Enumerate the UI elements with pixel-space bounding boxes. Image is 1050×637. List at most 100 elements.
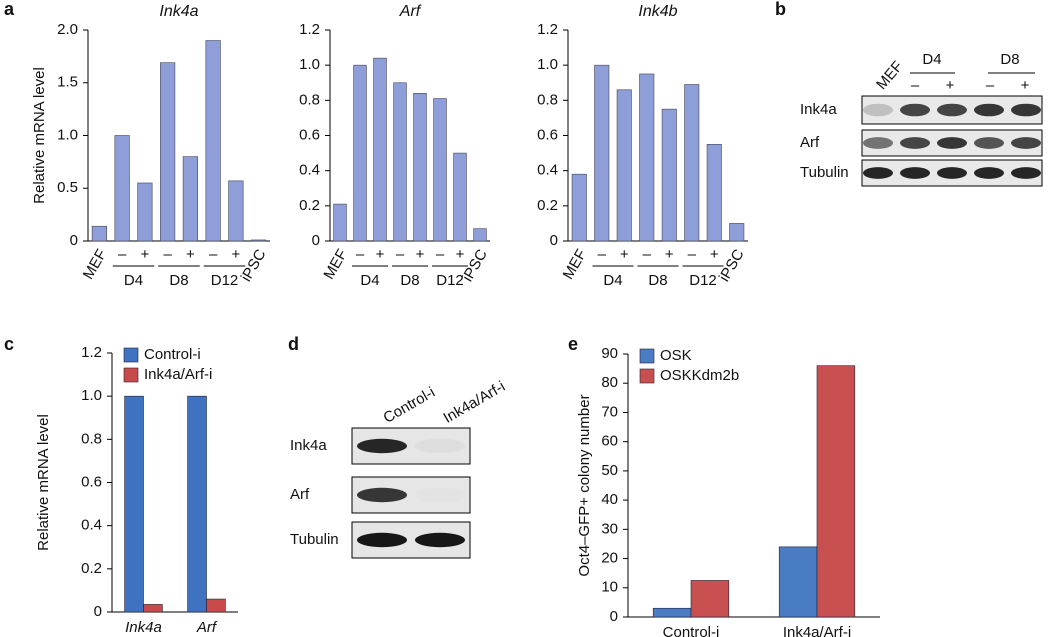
y-tick-label: 40: [601, 491, 618, 508]
legend-swatch: [639, 368, 655, 384]
y-axis-label: Relative mRNA level: [35, 414, 52, 551]
blot-band: [937, 137, 967, 149]
x-tick-label: –: [163, 246, 172, 263]
bar: [91, 225, 107, 242]
bar: [706, 143, 722, 242]
blot-row-label: Ink4a: [800, 101, 837, 118]
group-label: D4: [124, 272, 143, 289]
y-tick-label: 1.2: [81, 344, 102, 361]
x-tick-label: Ink4a/Arf-i: [783, 624, 851, 637]
bar: [690, 580, 730, 618]
bar: [137, 182, 153, 242]
blot-band: [974, 137, 1004, 149]
y-tick-label: 60: [601, 433, 618, 450]
y-tick-label: 1.0: [537, 56, 558, 73]
blot-column-label: D8: [1000, 51, 1019, 68]
x-tick-label: +: [665, 246, 674, 263]
bar: [639, 73, 655, 242]
y-tick-label: 0.4: [537, 162, 558, 179]
bar: [373, 57, 387, 242]
bar: [652, 607, 692, 618]
y-tick-label: 0.6: [537, 126, 558, 143]
legend-swatch: [639, 348, 655, 364]
bar: [205, 40, 221, 242]
blot-lane-sign: +: [1021, 77, 1030, 94]
y-tick-label: 1.5: [57, 74, 78, 91]
x-tick-label: –: [356, 246, 365, 263]
x-tick-label: –: [209, 246, 218, 263]
group-label: D12: [211, 272, 239, 289]
y-tick-label: 1.2: [299, 21, 320, 38]
x-tick-label: iPSC: [238, 246, 270, 284]
blot-column-label: MEF: [873, 58, 906, 93]
panel-letter: b: [775, 0, 786, 19]
legend-label: OSK: [660, 347, 692, 364]
bar: [353, 64, 367, 242]
bar: [778, 546, 818, 618]
y-tick-label: 50: [601, 462, 618, 479]
y-tick-label: 0: [70, 232, 78, 249]
blot-lane-sign: –: [911, 77, 920, 94]
bar: [228, 180, 244, 242]
bar: [182, 156, 198, 242]
blot-band: [900, 137, 930, 149]
bar: [206, 598, 226, 613]
blot-row-label: Tubulin: [800, 164, 849, 181]
bar: [124, 395, 144, 613]
chart-title: Arf: [399, 3, 422, 20]
x-tick-label: Arf: [196, 619, 218, 636]
x-tick-label: MEF: [80, 246, 111, 282]
y-tick-label: 80: [601, 374, 618, 391]
y-tick-label: 30: [601, 520, 618, 537]
x-tick-label: –: [396, 246, 405, 263]
y-tick-label: 0: [610, 608, 618, 625]
x-tick-label: +: [186, 246, 195, 263]
y-tick-label: 0.6: [81, 473, 102, 490]
bar: [453, 152, 467, 242]
blot-band: [357, 487, 407, 503]
blot-band: [863, 167, 893, 179]
x-tick-label: +: [710, 246, 719, 263]
y-tick-label: 0: [550, 232, 558, 249]
bar: [616, 89, 632, 242]
blot-band: [937, 103, 967, 117]
legend-label: OSKKdm2b: [660, 367, 739, 384]
legend-label: Ink4a/Arf-i: [144, 366, 212, 383]
y-tick-label: 0.8: [81, 430, 102, 447]
panel-letter: e: [568, 334, 578, 354]
x-tick-label: +: [416, 246, 425, 263]
blot-band: [937, 167, 967, 179]
blot-band: [1011, 103, 1041, 117]
y-tick-label: 1.0: [81, 387, 102, 404]
y-tick-label: 0.2: [537, 197, 558, 214]
blot-band: [415, 438, 465, 454]
group-label: D8: [169, 272, 188, 289]
legend-swatch: [123, 367, 139, 383]
bar: [594, 64, 610, 242]
x-tick-label: –: [598, 246, 607, 263]
blot-band: [1011, 167, 1041, 179]
x-tick-label: +: [376, 246, 385, 263]
y-tick-label: 90: [601, 345, 618, 362]
x-tick-label: –: [688, 246, 697, 263]
y-tick-label: 0.2: [299, 197, 320, 214]
bar: [187, 395, 207, 613]
blot-column-label: D4: [922, 51, 941, 68]
x-tick-label: MEF: [320, 246, 351, 282]
x-tick-label: –: [643, 246, 652, 263]
bar: [114, 135, 130, 242]
blot-band: [863, 103, 893, 117]
bar: [571, 173, 587, 242]
x-tick-label: Ink4a: [125, 619, 162, 636]
blot-row-label: Ink4a: [290, 437, 327, 454]
y-tick-label: 1.2: [537, 21, 558, 38]
chart-title: Ink4a: [159, 3, 198, 20]
y-tick-label: 1.0: [57, 126, 78, 143]
x-tick-label: +: [140, 246, 149, 263]
bar: [413, 93, 427, 242]
blot-lane-sign: –: [986, 77, 995, 94]
bar: [684, 84, 700, 242]
blot-band: [415, 532, 465, 548]
